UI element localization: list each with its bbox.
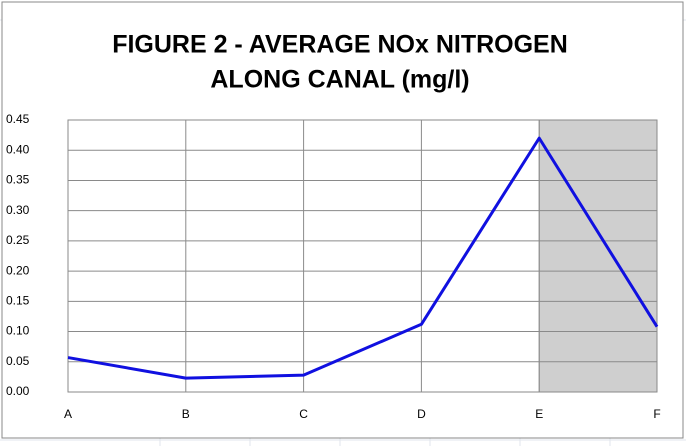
y-tick-label: 0.25 — [6, 233, 30, 247]
y-tick-label: 0.35 — [6, 173, 30, 187]
y-tick-label: 0.00 — [6, 384, 30, 398]
line-series — [67, 136, 659, 380]
y-tick-label: 0.45 — [6, 112, 30, 126]
y-tick-label: 0.40 — [6, 142, 30, 156]
x-tick-label: D — [417, 407, 426, 421]
y-tick-label: 0.15 — [6, 294, 30, 308]
y-tick-label: 0.10 — [6, 324, 30, 338]
plot-border — [67, 119, 658, 393]
y-tick-label: 0.30 — [6, 203, 30, 217]
x-tick-label: A — [64, 407, 72, 421]
x-tick-label: C — [299, 407, 308, 421]
x-tick-label: B — [182, 407, 190, 421]
x-tick-label: E — [535, 407, 543, 421]
shaded-region — [538, 119, 658, 393]
chart-title: FIGURE 2 - AVERAGE NOx NITROGEN — [112, 31, 568, 59]
y-tick-label: 0.05 — [6, 354, 30, 368]
x-tick-label: F — [653, 407, 660, 421]
chart-title: ALONG CANAL (mg/l) — [210, 66, 469, 94]
y-tick-label: 0.20 — [6, 263, 30, 277]
